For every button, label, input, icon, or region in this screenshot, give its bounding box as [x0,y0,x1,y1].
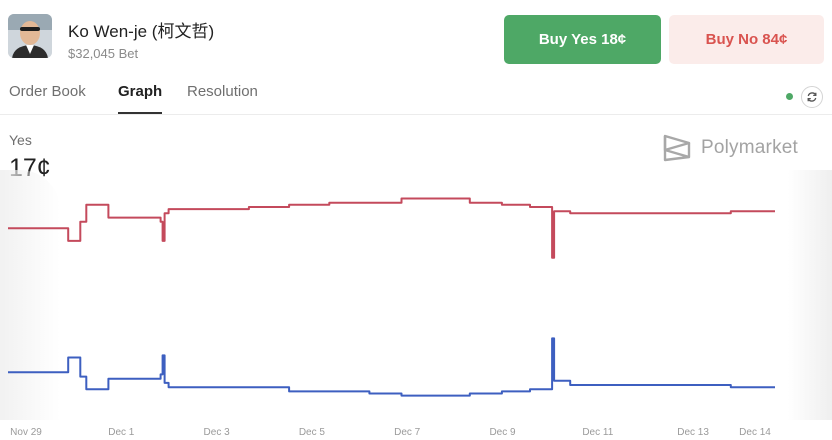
refresh-icon [807,92,817,102]
tab-graph[interactable]: Graph [118,83,163,100]
right-fade-overlay [788,170,832,420]
left-fade-overlay [0,170,60,420]
x-tick-label: Dec 3 [204,427,231,438]
no-price-line [8,197,775,259]
avatar [8,14,52,58]
market-volume: $32,045 Bet [68,46,139,61]
live-status-dot [786,93,793,100]
tab-bar: Order Book Graph Resolution [0,70,832,116]
refresh-button[interactable] [801,86,823,108]
polymarket-logo-icon [663,134,691,162]
brand-watermark: Polymarket [662,131,822,165]
market-header: Ko Wen-je (柯文哲) $32,045 Bet Buy Yes 18¢ … [0,0,832,70]
x-tick-label: Dec 11 [582,427,613,438]
avatar-photo-icon [8,14,52,58]
buy-yes-button[interactable]: Buy Yes 18¢ [504,15,661,64]
x-tick-label: Dec 5 [299,427,326,438]
x-axis-ticks: Nov 29 Dec 1 Dec 3 Dec 5 Dec 7 Dec 9 Dec 11 Dec… [10,427,771,438]
price-chart: Nov 29 Dec 1 Dec 3 Dec 5 Dec 7 Dec 9 Dec 11 Dec… [8,197,775,438]
market-title: Ko Wen-je (柯文哲) [68,22,215,41]
yes-price-line [8,337,775,397]
x-tick-label: Dec 7 [394,427,421,438]
x-tick-label: Nov 29 [10,427,42,438]
x-tick-label: Dec 1 [108,427,135,438]
outcome-label: Yes [9,132,32,148]
x-tick-label: Dec 9 [489,427,516,438]
brand-name: Polymarket [701,137,799,158]
tab-resolution[interactable]: Resolution [187,83,258,100]
x-tick-label: Dec 14 [739,427,771,438]
tab-order-book[interactable]: Order Book [9,83,86,100]
buy-no-button[interactable]: Buy No 84¢ [669,15,824,64]
tabs-divider [0,114,832,115]
chart-series [8,197,775,397]
x-tick-label: Dec 13 [677,427,709,438]
active-tab-indicator [118,112,162,114]
